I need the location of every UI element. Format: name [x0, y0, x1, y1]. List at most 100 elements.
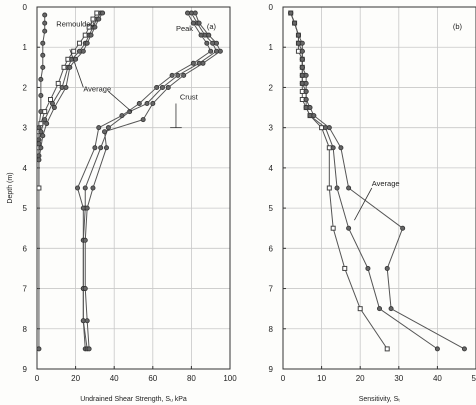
- x-tick-label: 60: [148, 374, 157, 383]
- series-2-point: [48, 97, 54, 103]
- series-2-point: [365, 265, 371, 271]
- series-1-point: [40, 52, 46, 58]
- series-1-point: [36, 346, 42, 352]
- series-3-point: [299, 48, 305, 54]
- series-5-line: [82, 12, 218, 349]
- x-tick-label: 40: [433, 374, 442, 383]
- series-7-point: [102, 129, 108, 135]
- series-2-point: [334, 185, 340, 191]
- series-3-point: [42, 117, 48, 123]
- series-7-point: [86, 346, 92, 352]
- series-6-point: [92, 145, 98, 151]
- series-4-point: [44, 121, 50, 127]
- series-7-point: [82, 286, 88, 292]
- x-tick-label: 20: [71, 374, 80, 383]
- series-4-point: [67, 64, 73, 70]
- y-axis-label: Depth (m): [7, 172, 14, 203]
- series-1-point: [42, 28, 48, 34]
- series-4-point: [100, 10, 106, 16]
- y-tick-label: 3: [269, 124, 274, 133]
- series-2-point: [434, 346, 440, 352]
- annotation-average: Average: [83, 84, 111, 93]
- series-1-point: [330, 225, 336, 231]
- series-6-point: [75, 185, 81, 191]
- panel-tag: (a): [207, 22, 217, 31]
- series-6-point: [185, 10, 191, 16]
- series-3-point: [307, 105, 313, 111]
- series-3-point: [295, 32, 301, 38]
- series-2-point: [55, 80, 61, 86]
- x-tick-label: 40: [110, 374, 119, 383]
- x-tick-label: 0: [35, 374, 40, 383]
- series-1-point: [42, 20, 48, 26]
- series-1-point: [342, 265, 348, 271]
- series-3-point: [303, 72, 309, 78]
- series-3-point: [346, 185, 352, 191]
- y-tick-label: 6: [23, 244, 28, 253]
- x-tick-label: 50: [472, 374, 476, 383]
- annotation-remoulded: Remoulded: [56, 19, 94, 28]
- series-7-point: [103, 145, 109, 151]
- series-1-point: [326, 185, 332, 191]
- series-4-point: [96, 16, 102, 22]
- y-tick-label: 4: [269, 164, 274, 173]
- series-4-point: [51, 105, 57, 111]
- series-7-point: [84, 318, 90, 324]
- series-4-point: [36, 157, 42, 163]
- series-4-point: [92, 24, 98, 30]
- series-1-point: [40, 40, 46, 46]
- series-4-point: [40, 133, 46, 139]
- series-4-point: [38, 145, 44, 151]
- y-tick-label: 5: [23, 204, 28, 213]
- series-3-point: [292, 20, 298, 26]
- series-3-point: [461, 346, 467, 352]
- series-3-point: [303, 80, 309, 86]
- series-5-point: [159, 84, 165, 90]
- series-2-point: [76, 40, 82, 46]
- series-1-point: [38, 76, 44, 82]
- series-4-point: [88, 32, 94, 38]
- series-3-point: [299, 64, 305, 70]
- y-tick-label: 8: [269, 325, 274, 334]
- series-2-point: [38, 121, 44, 127]
- series-7-point: [181, 72, 187, 78]
- series-5-point: [82, 185, 88, 191]
- panel-tag: (b): [453, 22, 463, 31]
- series-7-point: [206, 32, 212, 38]
- y-tick-label: 6: [269, 244, 274, 253]
- series-3-point: [36, 141, 42, 147]
- series-2-line: [290, 12, 438, 350]
- y-tick-label: 5: [269, 204, 274, 213]
- x-tick-label: 30: [394, 374, 403, 383]
- series-3-point: [311, 113, 317, 119]
- series-3-point: [303, 97, 309, 103]
- series-3-point: [38, 129, 44, 135]
- series-6-line: [76, 12, 212, 349]
- y-tick-label: 8: [23, 325, 28, 334]
- series-1-point: [357, 306, 363, 312]
- series-1-point: [42, 12, 48, 18]
- y-tick-label: 7: [269, 285, 274, 294]
- series-2-point: [346, 225, 352, 231]
- plot-frame: [282, 6, 476, 370]
- series-2-point: [71, 48, 77, 54]
- series-2-point: [36, 185, 42, 191]
- series-1-point: [38, 92, 44, 98]
- y-tick-label: 1: [269, 43, 274, 52]
- series-2-point: [376, 306, 382, 312]
- series-5-point: [144, 101, 150, 107]
- series-4-point: [80, 48, 86, 54]
- annotation-crust: Crust: [180, 93, 199, 102]
- annotation-average: Average: [372, 179, 400, 188]
- series-7-point: [196, 20, 202, 26]
- series-7-point: [82, 237, 88, 243]
- series-3-point: [400, 225, 406, 231]
- series-6-point: [208, 48, 214, 54]
- annotation-average-leader: [69, 49, 84, 88]
- series-3-point: [384, 265, 390, 271]
- series-4-point: [63, 84, 69, 90]
- y-tick-label: 9: [269, 365, 274, 374]
- y-tick-label: 2: [269, 83, 274, 92]
- y-tick-label: 9: [23, 365, 28, 374]
